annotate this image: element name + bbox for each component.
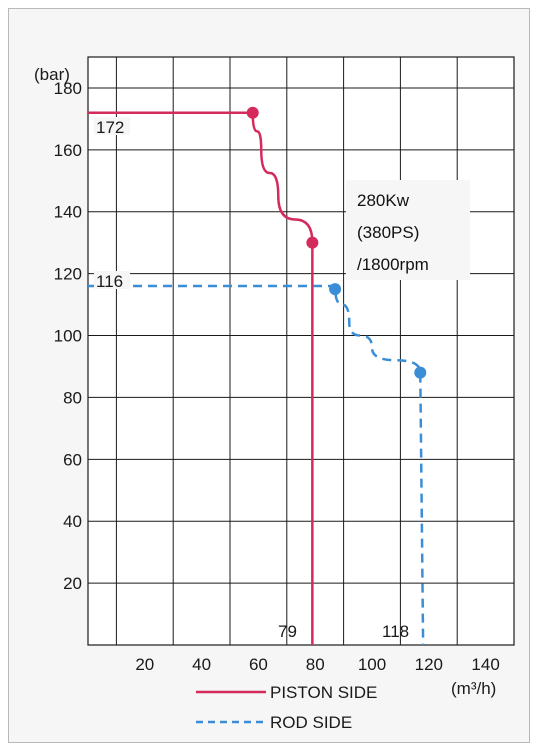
annotation-line-2: (380PS) xyxy=(357,223,419,242)
grid xyxy=(87,56,515,646)
legend-piston-label: PISTON SIDE xyxy=(270,683,377,702)
rod-flow-label: 118 xyxy=(382,622,409,641)
x-tick-label: 20 xyxy=(135,655,154,674)
x-tick-label: 80 xyxy=(306,655,325,674)
piston-side-line xyxy=(88,111,314,645)
rod-pressure-label: 116 xyxy=(96,272,123,291)
annotation-box xyxy=(346,180,470,280)
tick-labels: 20 40 60 80 100 120 140 20 40 60 80 100 120 140 160 180 xyxy=(54,79,500,674)
y-tick-label: 80 xyxy=(63,388,82,407)
y-tick-label: 160 xyxy=(54,141,82,160)
y-tick-label: 20 xyxy=(63,574,82,593)
y-tick-label: 120 xyxy=(54,265,82,284)
piston-pressure-label-bg xyxy=(94,117,130,135)
x-tick-label: 60 xyxy=(249,655,268,674)
legend-rod-label: ROD SIDE xyxy=(270,713,352,732)
x-tick-label: 40 xyxy=(192,655,211,674)
piston-side-marker xyxy=(246,106,259,119)
x-tick-label: 140 xyxy=(471,655,499,674)
y-tick-label: 140 xyxy=(54,203,82,222)
x-tick-label: 100 xyxy=(358,655,386,674)
x-axis-label: (m³/h) xyxy=(451,679,496,698)
y-tick-label: 100 xyxy=(54,327,82,346)
y-axis-label: (bar) xyxy=(34,65,70,84)
rod-pressure-label-bg xyxy=(94,271,130,289)
plot-area xyxy=(87,56,515,646)
y-tick-label: 40 xyxy=(63,512,82,531)
series-layer xyxy=(88,106,427,646)
y-tick-label: 60 xyxy=(63,450,82,469)
y-tick-label: 180 xyxy=(54,79,82,98)
annotation-line-1: 280Kw xyxy=(357,191,410,210)
annotation-line-3: /1800rpm xyxy=(357,255,429,274)
legend: PISTON SIDE ROD SIDE xyxy=(196,683,377,732)
piston-side-marker xyxy=(306,236,319,249)
x-tick-label: 120 xyxy=(415,655,443,674)
piston-flow-label: 79 xyxy=(278,622,297,641)
rod-side-marker xyxy=(414,366,427,379)
rod-side-marker xyxy=(329,283,342,296)
piston-pressure-label: 172 xyxy=(96,118,124,137)
